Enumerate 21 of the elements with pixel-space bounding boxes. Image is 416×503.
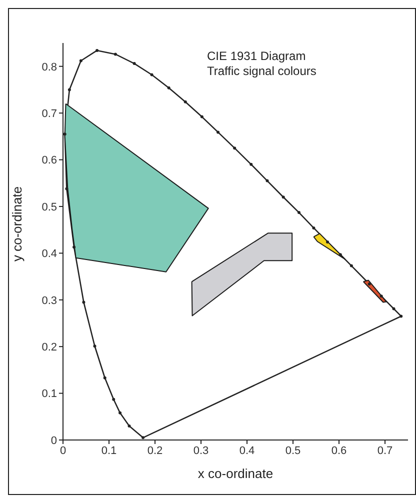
y-tick-label: 0.2 xyxy=(42,341,57,354)
y-tick-label: 0.4 xyxy=(42,248,57,260)
x-tick-label: 0.5 xyxy=(285,444,301,457)
x-tick-label: 0.2 xyxy=(147,444,163,457)
y-tick-label: 0.5 xyxy=(42,201,57,214)
text: CIE 1931 Diagram xyxy=(207,49,307,64)
y-tick-label: 0.8 xyxy=(42,61,57,74)
y-tick-label: 0.7 xyxy=(42,108,57,120)
x-tick-label: 0.3 xyxy=(193,444,209,457)
y-tick-label: 0.3 xyxy=(42,294,57,307)
x-axis-title: x co-ordinate xyxy=(198,466,274,481)
x-tick-label: 0.1 xyxy=(101,444,117,457)
y-tick-label: 0.6 xyxy=(42,154,57,167)
x-tick-label: 0.6 xyxy=(331,444,347,457)
y-tick-label: 0.1 xyxy=(42,388,57,400)
text: Traffic signal colours xyxy=(207,64,316,79)
y-axis-title: y co-ordinate xyxy=(10,186,25,262)
x-tick-label: 0 xyxy=(60,444,66,457)
y-tick-label: 0 xyxy=(50,434,57,447)
x-tick-label: 0.7 xyxy=(377,444,393,457)
x-tick-label: 0.4 xyxy=(239,444,255,457)
